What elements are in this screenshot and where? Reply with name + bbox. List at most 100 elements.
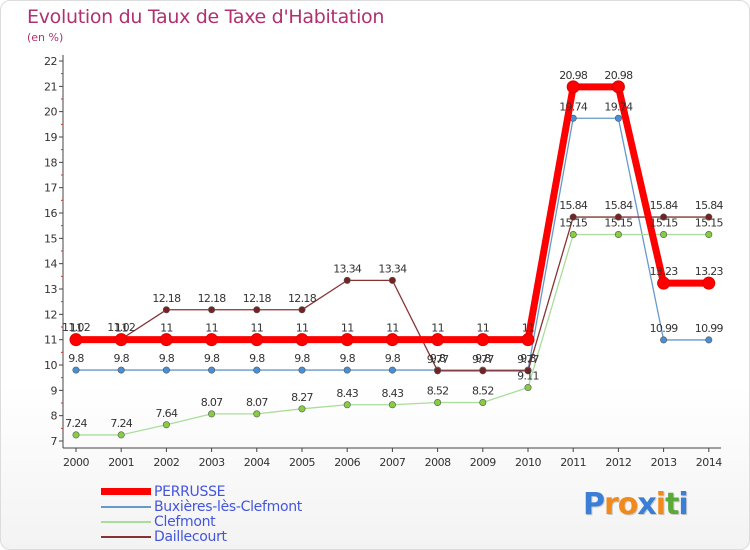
x-tick-label: 2010	[515, 456, 541, 469]
data-label: 11.02	[107, 321, 135, 334]
data-label: 9.77	[517, 353, 539, 366]
data-label: 8.43	[382, 387, 404, 400]
series-point	[253, 306, 261, 314]
logo-letter: P	[583, 487, 605, 522]
data-label: 10.99	[650, 322, 679, 335]
series-point	[343, 366, 351, 374]
data-label: 15.15	[695, 217, 724, 230]
series-point	[660, 231, 668, 239]
x-tick-label: 2002	[153, 456, 179, 469]
data-label: 8.52	[427, 384, 449, 397]
data-label: 15.84	[604, 199, 633, 212]
series-point	[702, 276, 716, 290]
series-point	[117, 366, 125, 374]
data-label: 7.64	[156, 407, 178, 420]
data-label: 9.77	[472, 353, 494, 366]
series-point	[611, 80, 625, 94]
data-label: 8.43	[336, 387, 358, 400]
data-label: 12.18	[152, 292, 181, 305]
legend-label: Buxières-lès-Clefmont	[154, 498, 302, 515]
data-label: 9.8	[430, 352, 446, 365]
legend-label: Clefmont	[154, 513, 216, 530]
data-label: 7.24	[65, 417, 87, 430]
y-tick-label: 7	[51, 435, 58, 448]
data-label: 11	[296, 322, 309, 335]
legend-item: Clefmont	[101, 513, 302, 530]
data-label: 9.8	[68, 352, 84, 365]
series-point	[162, 421, 170, 429]
logo-letter: i	[655, 487, 666, 522]
series-point	[388, 276, 396, 284]
series-point	[657, 276, 671, 290]
legend-item: PERRUSSE	[101, 484, 302, 500]
series-point	[705, 213, 713, 221]
x-tick-label: 2014	[696, 456, 722, 469]
x-tick-label: 2012	[605, 456, 631, 469]
series-point	[159, 333, 173, 347]
series-point	[524, 384, 532, 392]
series-point	[385, 333, 399, 347]
legend-swatch	[101, 535, 151, 538]
data-label: 7.24	[110, 417, 132, 430]
series-point	[479, 367, 487, 375]
y-tick-label: 14	[44, 258, 57, 271]
data-label: 11	[250, 322, 263, 335]
legend-label: Daillecourt	[154, 528, 227, 545]
series-point	[434, 398, 442, 406]
series-point	[253, 410, 261, 418]
y-tick-label: 11	[44, 334, 57, 347]
y-tick-label: 16	[44, 207, 57, 220]
series-point	[388, 366, 396, 374]
legend-item: Daillecourt	[101, 528, 302, 545]
series-point	[253, 366, 261, 374]
data-labels: 9.8 9.8 9.8 9.8 9.8 9.8 9.8 9.8 9.8 9.8 9.8 19.74 19…	[62, 69, 724, 430]
series-point	[614, 213, 622, 221]
data-label: 11	[522, 322, 535, 335]
x-tick-label: 2004	[244, 456, 270, 469]
logo-letter: i	[678, 487, 688, 522]
data-label: 8.07	[201, 396, 223, 409]
data-label: 12.18	[243, 292, 272, 305]
series-point	[295, 333, 309, 347]
data-label: 9.77	[427, 353, 449, 366]
chart-title: Evolution du Taux de Taxe d'Habitation	[27, 6, 385, 28]
data-label: 13.34	[378, 262, 407, 275]
logo-letter: o	[617, 487, 639, 522]
data-label: 12.18	[288, 292, 317, 305]
data-label: 9.8	[520, 352, 536, 365]
data-label: 12.18	[198, 292, 227, 305]
data-label: 20.98	[604, 69, 633, 82]
legend-swatch	[101, 520, 151, 523]
data-label: 8.07	[246, 396, 268, 409]
y-tick-label: 9	[51, 384, 58, 397]
x-tick-label: 2005	[289, 456, 315, 469]
series-point	[660, 213, 668, 221]
series-point	[208, 410, 216, 418]
data-label: 8.52	[472, 384, 494, 397]
series-point	[208, 306, 216, 314]
data-label: 11	[386, 322, 399, 335]
logo-letter: t	[665, 487, 679, 522]
x-tick-label: 2000	[63, 456, 89, 469]
logo-letter: x	[637, 487, 656, 522]
data-label: 11	[341, 322, 354, 335]
series-point	[72, 366, 80, 374]
data-label: 15.84	[695, 199, 724, 212]
series-point	[72, 431, 80, 439]
series-point	[340, 333, 354, 347]
series-point	[705, 336, 713, 344]
x-tick-label: 2011	[560, 456, 586, 469]
data-label: 15.84	[559, 199, 588, 212]
data-label: 9.8	[159, 352, 175, 365]
data-label: 9.8	[249, 352, 265, 365]
y-tick-label: 19	[44, 131, 57, 144]
data-label: 13.23	[650, 265, 679, 278]
series-point	[476, 333, 490, 347]
series-point	[614, 231, 622, 239]
series-point	[566, 80, 580, 94]
data-label: 11	[115, 322, 128, 335]
series-point	[298, 306, 306, 314]
y-tick-label: 12	[44, 308, 57, 321]
